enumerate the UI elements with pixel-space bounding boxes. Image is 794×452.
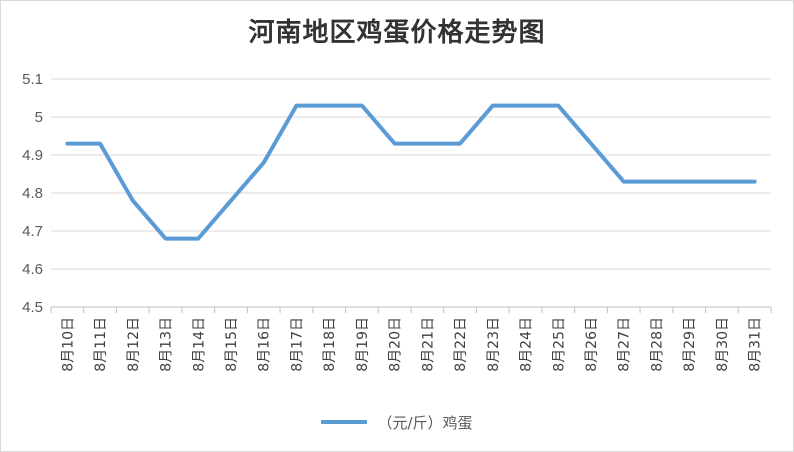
x-tick-label: 8月25日 [551,317,567,372]
legend-label: （元/斤）鸡蛋 [377,413,473,432]
x-tick-label: 8月29日 [682,317,698,372]
gridlines [50,78,772,313]
series-line [65,103,757,241]
x-tick-label: 8月15日 [224,317,240,372]
x-tick-label: 8月10日 [60,317,76,372]
x-tick-label: 8月30日 [715,317,731,372]
y-axis-ticks: 4.5 4.6 4.7 4.8 4.9 5 5.1 [22,71,43,316]
x-tick-label: 8月27日 [617,317,633,372]
x-tick-label: 8月16日 [257,317,273,372]
series-layer [65,103,757,241]
x-tick-label: 8月31日 [748,317,764,372]
x-axis-ticks: 8月10日 8月11日 8月12日 8月13日 8月14日 8月15日 8月16日 8月17日… [60,317,763,372]
chart-title: 河南地区鸡蛋价格走势图 [248,18,546,48]
x-tick-label: 8月11日 [93,317,109,372]
x-tick-label: 8月28日 [649,317,665,372]
legend: （元/斤）鸡蛋 [0,410,794,434]
y-tick-label: 4.5 [22,299,43,316]
x-tick-label: 8月17日 [289,317,305,372]
x-tick-label: 8月24日 [519,317,535,372]
x-tick-label: 8月21日 [420,317,436,372]
y-tick-label: 4.8 [22,185,43,202]
y-tick-label: 4.9 [22,147,43,164]
y-tick-label: 5.1 [22,71,43,88]
x-tick-label: 8月12日 [126,317,142,372]
x-tick-label: 8月19日 [355,317,371,372]
y-tick-label: 4.6 [22,261,43,278]
x-tick-label: 8月18日 [322,317,338,372]
y-tick-label: 5 [35,109,43,126]
x-tick-label: 8月14日 [191,317,207,372]
y-tick-label: 4.7 [22,223,43,240]
x-tick-label: 8月20日 [388,317,404,372]
legend-swatch [321,420,368,424]
x-tick-label: 8月13日 [159,317,175,372]
x-tick-label: 8月23日 [486,317,502,372]
x-tick-label: 8月22日 [453,317,469,372]
x-tick-label: 8月26日 [584,317,600,372]
